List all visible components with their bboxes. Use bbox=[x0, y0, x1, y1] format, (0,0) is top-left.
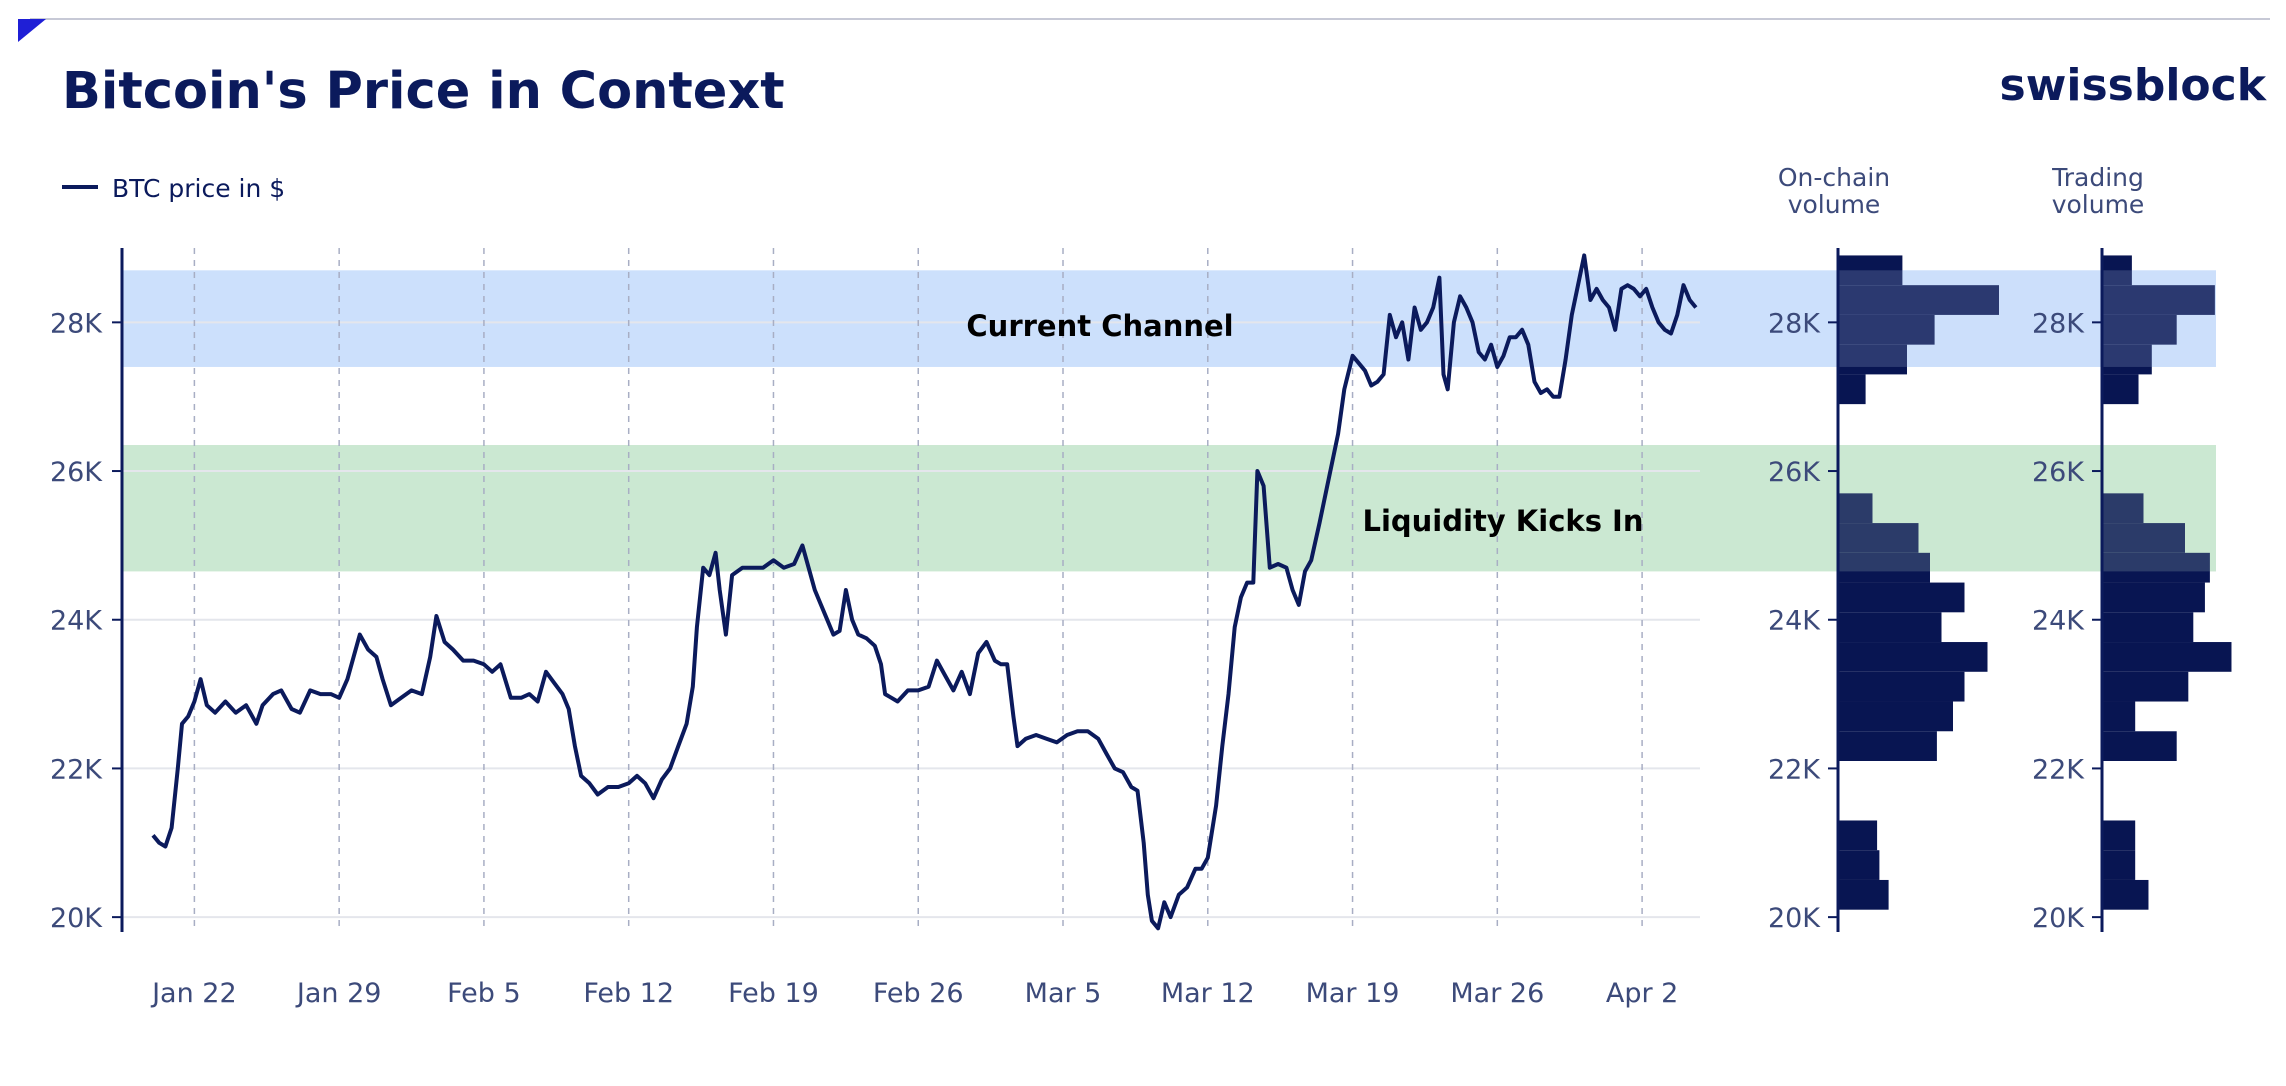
y-tick-label: 22K bbox=[50, 754, 103, 785]
panel-title-line: volume bbox=[1788, 190, 1881, 219]
x-tick-label: Feb 19 bbox=[728, 978, 819, 1009]
x-tick-label: Mar 5 bbox=[1025, 978, 1102, 1009]
y-tick-label: 20K bbox=[50, 903, 103, 934]
volume-bar bbox=[1838, 374, 1866, 405]
chart-title: Bitcoin's Price in Context bbox=[62, 62, 785, 121]
volume-bar bbox=[2102, 850, 2136, 880]
volume-bar bbox=[2102, 701, 2136, 732]
volume-bar bbox=[2102, 671, 2189, 702]
y-tick-label: 24K bbox=[50, 606, 103, 637]
volume-bar bbox=[2102, 523, 2185, 553]
legend-label: BTC price in $ bbox=[112, 174, 285, 203]
volume-bar bbox=[1838, 285, 1999, 315]
panel-tick-label: 28K bbox=[1768, 308, 1821, 339]
band-labels: Current Channel Liquidity Kicks In bbox=[966, 309, 1643, 538]
volume-bar bbox=[2102, 582, 2205, 613]
x-tick-label: Jan 22 bbox=[150, 978, 237, 1009]
volume-bar bbox=[1838, 701, 1953, 732]
volume-bar bbox=[1838, 879, 1889, 910]
panel-tick-label: 24K bbox=[2032, 606, 2085, 637]
panel-band-tint bbox=[1838, 445, 2102, 572]
volume-bar bbox=[2102, 374, 2139, 405]
panel-title-line: Trading bbox=[2051, 163, 2144, 192]
volume-bar bbox=[1838, 344, 1907, 375]
volume-bar bbox=[1838, 582, 1965, 613]
volume-bar bbox=[2102, 344, 2152, 375]
x-tick-label: Mar 26 bbox=[1450, 978, 1544, 1009]
price-line-group bbox=[151, 253, 1698, 931]
volume-bar bbox=[1838, 820, 1878, 851]
band-label: Current Channel bbox=[966, 309, 1233, 343]
panel-tick-label: 26K bbox=[2032, 457, 2085, 488]
corner-accent bbox=[18, 19, 46, 42]
volume-bar bbox=[1838, 850, 1880, 880]
x-tick-label: Feb 5 bbox=[447, 978, 521, 1009]
volume-bar bbox=[1838, 255, 1903, 286]
x-tick-label: Mar 19 bbox=[1306, 978, 1400, 1009]
panel-tick-label: 20K bbox=[1768, 903, 1821, 934]
volume-bar bbox=[1838, 671, 1965, 702]
panel-title-line: volume bbox=[2052, 190, 2145, 219]
swissblock-logo: swissblock bbox=[2000, 60, 2268, 111]
volume-bar bbox=[2102, 612, 2194, 643]
btc-price-line bbox=[151, 253, 1698, 931]
volume-bar bbox=[1838, 612, 1942, 643]
panel-tick-label: 26K bbox=[1768, 457, 1821, 488]
panel-band-tint bbox=[2102, 270, 2216, 367]
panel-tick-label: 22K bbox=[1768, 754, 1821, 785]
main-grid bbox=[122, 248, 1700, 932]
volume-bar bbox=[2102, 820, 2136, 851]
volume-bar bbox=[2102, 255, 2132, 286]
x-tick-label: Jan 29 bbox=[295, 978, 382, 1009]
volume-bar bbox=[1838, 731, 1937, 761]
volume-bar bbox=[2102, 731, 2177, 761]
volume-bar bbox=[1838, 552, 1930, 583]
volume-bar bbox=[1838, 493, 1873, 524]
band-label: Liquidity Kicks In bbox=[1362, 504, 1643, 538]
volume-bar bbox=[1838, 314, 1935, 345]
panel-title-line: On-chain bbox=[1778, 163, 1890, 192]
volume-bar bbox=[1838, 523, 1919, 553]
y-tick-label: 28K bbox=[50, 308, 103, 339]
panel-tick-label: 20K bbox=[2032, 903, 2085, 934]
panel-tick-label: 22K bbox=[2032, 754, 2085, 785]
volume-bar bbox=[2102, 314, 2177, 345]
panel-tick-label: 24K bbox=[1768, 606, 1821, 637]
panel-tick-label: 28K bbox=[2032, 308, 2085, 339]
x-tick-label: Mar 12 bbox=[1161, 978, 1255, 1009]
x-tick-label: Feb 12 bbox=[583, 978, 674, 1009]
volume-bar bbox=[2102, 879, 2149, 910]
volume-bar bbox=[2102, 285, 2215, 315]
volume-bar bbox=[2102, 552, 2210, 583]
volume-bar bbox=[2102, 493, 2144, 524]
x-tick-label: Feb 26 bbox=[873, 978, 964, 1009]
x-tick-label: Apr 2 bbox=[1606, 978, 1678, 1009]
volume-bar bbox=[2102, 642, 2232, 672]
main-axis: 20K 22K 24K 26K 28K Jan 22 Jan 29 Feb 5 Feb 12 Fe… bbox=[50, 248, 1678, 1009]
y-tick-label: 26K bbox=[50, 457, 103, 488]
volume-bar bbox=[1838, 642, 1988, 672]
panel-band-tint bbox=[2102, 445, 2216, 572]
panel-band-tint bbox=[1838, 270, 2102, 367]
